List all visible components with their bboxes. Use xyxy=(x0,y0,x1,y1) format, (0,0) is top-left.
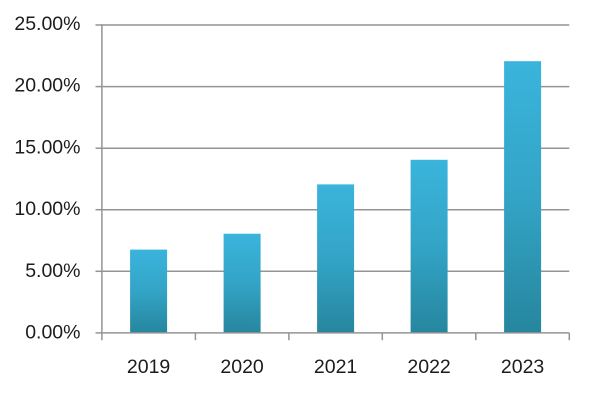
svg-text:2022: 2022 xyxy=(407,356,450,378)
svg-text:0.00%: 0.00% xyxy=(25,322,80,344)
svg-text:2019: 2019 xyxy=(127,356,170,378)
svg-text:5.00%: 5.00% xyxy=(25,260,80,282)
svg-text:2020: 2020 xyxy=(220,356,264,378)
svg-text:25.00%: 25.00% xyxy=(14,13,80,35)
svg-text:15.00%: 15.00% xyxy=(14,136,80,158)
svg-text:20.00%: 20.00% xyxy=(14,75,80,97)
svg-text:10.00%: 10.00% xyxy=(14,198,80,220)
svg-text:2023: 2023 xyxy=(501,356,544,378)
svg-text:2021: 2021 xyxy=(314,356,357,378)
